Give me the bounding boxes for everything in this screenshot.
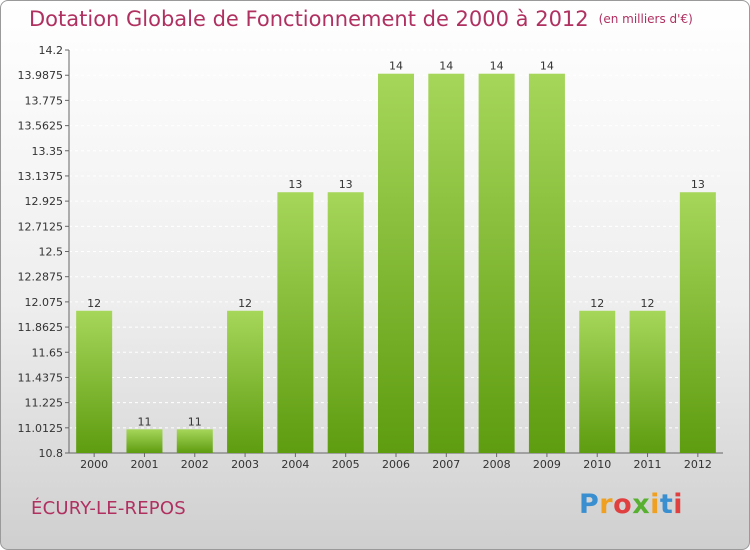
logo-letter: i — [650, 489, 660, 520]
y-tick-label: 12.925 — [25, 195, 64, 208]
proxiti-logo: Proxiti — [579, 489, 683, 520]
bar — [428, 73, 465, 454]
value-label: 11 — [188, 415, 202, 428]
commune-name: ÉCURY-LE-REPOS — [31, 498, 186, 519]
chart-unit: (en milliers d'€) — [598, 12, 693, 26]
y-tick-label: 12.075 — [25, 296, 64, 309]
bar — [629, 310, 666, 453]
bar — [76, 310, 113, 453]
x-tick-label: 2010 — [583, 458, 611, 471]
x-tick-label: 2006 — [382, 458, 410, 471]
logo-letter: o — [613, 489, 633, 520]
y-tick-label: 10.8 — [39, 447, 64, 460]
value-label: 14 — [439, 60, 453, 73]
y-tick-label: 11.0125 — [18, 422, 64, 435]
bar — [277, 192, 314, 453]
y-tick-label: 12.5 — [39, 246, 64, 259]
x-tick-label: 2000 — [80, 458, 108, 471]
x-tick-label: 2002 — [181, 458, 209, 471]
value-label: 11 — [137, 415, 151, 428]
y-tick-label: 12.2875 — [18, 271, 64, 284]
x-tick-label: 2009 — [533, 458, 561, 471]
value-label: 13 — [288, 178, 302, 191]
value-label: 14 — [389, 60, 403, 73]
logo-letter: x — [632, 489, 651, 520]
x-tick-label: 2005 — [332, 458, 360, 471]
logo-letter: r — [599, 489, 614, 520]
y-tick-label: 12.7125 — [18, 220, 64, 233]
y-tick-label: 13.35 — [32, 145, 64, 158]
logo-letter: t — [659, 489, 674, 520]
y-tick-label: 11.225 — [25, 397, 64, 410]
value-label: 13 — [339, 178, 353, 191]
logo-letter: P — [579, 489, 600, 520]
bar — [478, 73, 515, 454]
y-tick-label: 11.4375 — [18, 371, 64, 384]
bar — [579, 310, 616, 453]
bar — [528, 73, 565, 454]
y-tick-label: 14.2 — [39, 44, 64, 57]
x-tick-label: 2001 — [130, 458, 158, 471]
y-tick-label: 13.1375 — [18, 170, 64, 183]
x-tick-label: 2004 — [281, 458, 309, 471]
bar — [227, 310, 264, 453]
x-tick-label: 2012 — [684, 458, 712, 471]
chart-title-text: Dotation Globale de Fonctionnement de 20… — [29, 7, 589, 31]
value-label: 14 — [540, 60, 554, 73]
y-tick-label: 13.775 — [25, 94, 64, 107]
value-label: 14 — [490, 60, 504, 73]
bar — [327, 192, 364, 453]
chart-title: Dotation Globale de Fonctionnement de 20… — [29, 7, 693, 31]
value-label: 12 — [87, 297, 101, 310]
labels: 10.8 11.0125 11.225 11.4375 11.65 11.8625 12.0… — [18, 44, 712, 471]
bar — [126, 429, 163, 453]
y-tick-label: 13.5625 — [18, 120, 64, 133]
x-tick-label: 2011 — [634, 458, 662, 471]
bar — [679, 192, 716, 453]
x-tick-label: 2007 — [432, 458, 460, 471]
value-label: 12 — [590, 297, 604, 310]
value-label: 12 — [238, 297, 252, 310]
value-label: 13 — [691, 178, 705, 191]
y-tick-label: 11.8625 — [18, 321, 64, 334]
bar — [378, 73, 414, 454]
bars — [76, 73, 716, 454]
value-label: 12 — [641, 297, 655, 310]
y-tick-label: 11.65 — [32, 346, 64, 359]
logo-letter: i — [673, 489, 684, 520]
x-tick-label: 2008 — [483, 458, 511, 471]
y-tick-label: 13.9875 — [18, 69, 64, 82]
x-tick-label: 2003 — [231, 458, 259, 471]
bar — [176, 429, 213, 453]
